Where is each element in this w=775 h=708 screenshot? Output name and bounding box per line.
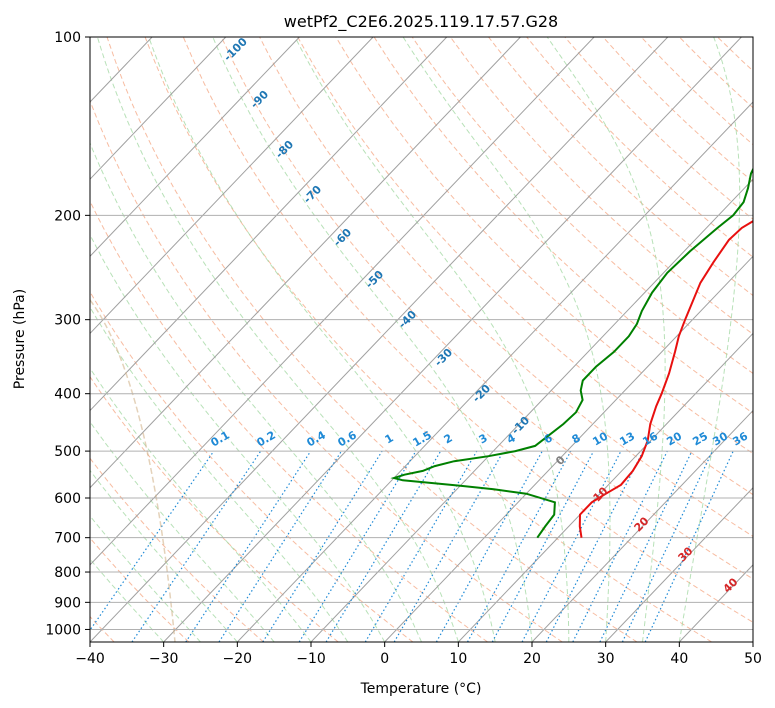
- mixing-ratio-line: [644, 450, 734, 642]
- isotherm: [531, 409, 753, 642]
- y-axis: 100 200 300 400 500 600 700 800 900 1000: [45, 30, 90, 638]
- isotherm: [90, 37, 300, 258]
- moist-adiabat: [90, 233, 386, 642]
- isotherm: [384, 255, 753, 642]
- dry-adiabat: [297, 37, 753, 496]
- dry-adiabat: [144, 37, 712, 642]
- moist-adiabat: [96, 37, 459, 642]
- dry-adiabat: [90, 457, 264, 642]
- x-tick-label: 40: [670, 651, 688, 667]
- mixing-ratio-line: [491, 450, 595, 642]
- mixing-ratio-line: [325, 450, 442, 642]
- y-tick-label: 900: [54, 595, 81, 611]
- tan-curve: [90, 299, 176, 642]
- moist-adiabat: [90, 306, 349, 642]
- moist-adiabat: [90, 141, 422, 642]
- mixing-ratio-line: [262, 450, 383, 642]
- profile-series: [390, 167, 753, 539]
- moist-adiabat: [294, 37, 570, 642]
- isotherm: [457, 332, 753, 642]
- moist-adiabat: [90, 469, 238, 642]
- y-tick-label: 300: [54, 313, 81, 329]
- y-tick-label: 1000: [45, 622, 81, 638]
- y-tick-label: 100: [54, 30, 81, 46]
- chart-title: wetPf2_C2E6.2025.119.17.57.G28: [284, 12, 558, 32]
- x-tick-label: 10: [449, 651, 467, 667]
- moist-adiabat: [148, 37, 496, 642]
- x-axis: −40 −30 −20 −10 0 10 20 30 40 50: [75, 642, 762, 667]
- x-tick-label: 20: [523, 651, 541, 667]
- dry-adiabat: [373, 37, 753, 414]
- isotherm: [90, 37, 595, 566]
- moist-adiabat: [90, 515, 201, 642]
- x-tick-label: −20: [223, 651, 253, 667]
- mixing-ratio-line: [435, 450, 543, 642]
- x-tick-label: 0: [380, 651, 389, 667]
- isotherm: [310, 178, 753, 642]
- moist-adiabat: [402, 37, 611, 642]
- mixing-ratio-line: [364, 450, 478, 642]
- dry-adiabat: [90, 200, 488, 642]
- moist-adiabat: [212, 37, 533, 642]
- mixing-ratio-line: [393, 450, 505, 642]
- mixing-ratio-line: [218, 450, 343, 642]
- y-tick-label: 800: [54, 565, 81, 581]
- isotherm: [163, 37, 742, 642]
- dry-adiabat: [90, 537, 190, 642]
- y-axis-label: Pressure (hPa): [12, 289, 28, 389]
- x-tick-label: −30: [149, 651, 179, 667]
- y-tick-label: 500: [54, 444, 81, 460]
- dewpoint-line: [390, 167, 753, 539]
- y-tick-label: 400: [54, 387, 81, 403]
- mixing-ratio-line: [599, 450, 693, 642]
- moist-adiabat: [678, 37, 741, 642]
- x-tick-label: 30: [597, 651, 615, 667]
- x-tick-label: −40: [75, 651, 105, 667]
- dry-adiabat: [488, 37, 753, 297]
- plot-frame: [89, 36, 754, 643]
- moist-adiabat: [90, 367, 312, 642]
- y-tick-label: 700: [54, 531, 81, 547]
- mixing-ratio-line: [90, 450, 215, 632]
- mixing-ratio-line: [298, 450, 417, 642]
- mixing-ratio-line: [466, 450, 572, 642]
- x-axis-label: Temperature (°C): [360, 681, 482, 697]
- dry-adiabat: [90, 99, 563, 642]
- isotherm: [90, 37, 374, 335]
- isotherm: [605, 487, 753, 642]
- x-tick-label: 50: [744, 651, 762, 667]
- y-tick-label: 600: [54, 491, 81, 507]
- isotherm: [236, 101, 753, 642]
- dry-adiabat: [106, 37, 638, 642]
- pressure-gridlines: [90, 37, 753, 630]
- background-lines: [90, 37, 753, 642]
- dry-adiabat: [182, 37, 753, 623]
- temperature-line: [578, 219, 753, 538]
- x-tick-label: −10: [296, 651, 326, 667]
- isotherm: [90, 37, 669, 642]
- moist-adiabat: [90, 558, 165, 642]
- dry-adiabat: [449, 37, 753, 335]
- isotherm: [90, 37, 448, 412]
- isotherm: [90, 37, 521, 489]
- isotherm: [90, 37, 227, 180]
- y-tick-label: 200: [54, 208, 81, 224]
